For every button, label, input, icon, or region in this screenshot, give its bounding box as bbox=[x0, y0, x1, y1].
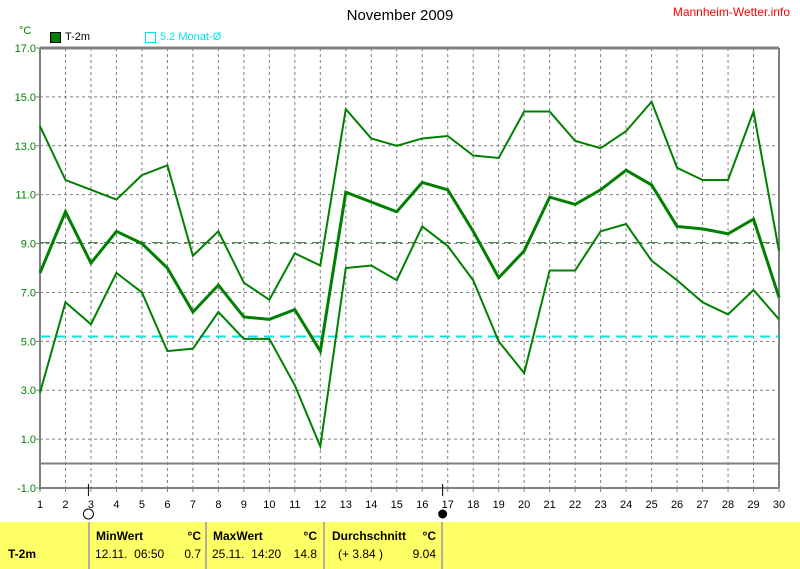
x-tick-label: 9 bbox=[241, 499, 247, 511]
series-line-mean bbox=[38, 168, 781, 356]
column-divider bbox=[441, 522, 443, 569]
avg-diff: (+ 3.84 ) bbox=[338, 547, 384, 561]
x-tick-label: 19 bbox=[493, 499, 505, 511]
y-tick-label: -1.0 bbox=[17, 483, 36, 495]
x-tick-label: 27 bbox=[696, 499, 708, 511]
new-moon-icon bbox=[438, 509, 448, 519]
y-tick-label: 17.0 bbox=[15, 43, 36, 55]
x-tick-label: 24 bbox=[620, 499, 632, 511]
y-tick-label: 13.0 bbox=[15, 141, 36, 153]
legend-item-month-avg: 5.2 Monat-Ø bbox=[145, 31, 221, 43]
x-tick-label: 29 bbox=[747, 499, 759, 511]
min-value: 0.7 bbox=[184, 547, 201, 561]
legend-label: T-2m bbox=[65, 31, 91, 43]
x-tick-label: 11 bbox=[289, 499, 300, 511]
x-tick-label: 16 bbox=[416, 499, 428, 511]
x-tick-label: 23 bbox=[594, 499, 606, 511]
x-tick-label: 21 bbox=[544, 499, 556, 511]
x-tick-label: 15 bbox=[391, 499, 403, 511]
y-axis-unit: °C bbox=[19, 25, 32, 37]
y-tick-label: 11.0 bbox=[15, 190, 36, 202]
y-tick-label: 15.0 bbox=[15, 92, 36, 104]
x-tick-label: 4 bbox=[113, 499, 119, 511]
min-unit: °C bbox=[187, 529, 201, 543]
x-tick-label: 5 bbox=[139, 499, 145, 511]
x-tick-label: 18 bbox=[467, 499, 479, 511]
max-header: MaxWert bbox=[213, 529, 263, 543]
chart-title: November 2009 bbox=[346, 7, 454, 24]
x-tick-label: 14 bbox=[365, 499, 377, 511]
x-tick-label: 2 bbox=[62, 499, 68, 511]
row-label: T-2m bbox=[8, 547, 37, 561]
x-tick-label: 7 bbox=[190, 499, 196, 511]
y-tick-label: 9.0 bbox=[21, 239, 36, 251]
stats-table: T-2m MinWert °C 12.11. 06:50 0.7 MaxWert… bbox=[0, 522, 800, 569]
series-line-min bbox=[39, 222, 780, 451]
legend-item-t2m: T-2m bbox=[50, 31, 90, 43]
y-tick-label: 1.0 bbox=[21, 434, 36, 446]
x-tick-label: 8 bbox=[215, 499, 221, 511]
avg-column: Durchschnitt °C (+ 3.84 ) 9.04 bbox=[323, 522, 442, 569]
avg-header: Durchschnitt bbox=[332, 529, 407, 543]
x-tick-label: 10 bbox=[263, 499, 275, 511]
x-tick-label: 25 bbox=[645, 499, 657, 511]
max-value: 14.8 bbox=[293, 547, 317, 561]
chart-plot: 17.015.013.011.09.07.05.03.01.0-1.01 2 3 4 5… bbox=[15, 43, 785, 520]
min-date: 12.11. 06:50 bbox=[95, 547, 165, 561]
max-column: MaxWert °C 25.11. 14:20 14.8 bbox=[205, 522, 323, 569]
x-tick-label: 22 bbox=[569, 499, 581, 511]
x-tick-label: 20 bbox=[518, 499, 530, 511]
max-unit: °C bbox=[303, 529, 317, 543]
avg-value: 9.04 bbox=[412, 547, 436, 561]
full-moon-icon bbox=[82, 508, 94, 520]
x-tick-label: 30 bbox=[773, 499, 785, 511]
x-tick-label: 17 bbox=[442, 499, 454, 511]
min-column: MinWert °C 12.11. 06:50 0.7 bbox=[88, 522, 207, 569]
legend-swatch-icon bbox=[145, 31, 156, 43]
x-tick-label: 12 bbox=[314, 499, 326, 511]
y-tick-label: 3.0 bbox=[21, 385, 36, 397]
avg-unit: °C bbox=[422, 529, 436, 543]
y-tick-label: 5.0 bbox=[21, 336, 36, 348]
legend-swatch-icon bbox=[50, 31, 61, 43]
x-tick-label: 28 bbox=[722, 499, 734, 511]
x-tick-label: 26 bbox=[671, 499, 683, 511]
y-tick-label: 7.0 bbox=[21, 287, 36, 299]
legend-label: 5.2 Monat-Ø bbox=[160, 31, 222, 43]
max-date: 25.11. 14:20 bbox=[212, 547, 282, 561]
x-tick-label: 1 bbox=[37, 499, 43, 511]
x-tick-label: 13 bbox=[340, 499, 352, 511]
brand-link[interactable]: Mannheim-Wetter.info bbox=[672, 5, 790, 19]
min-header: MinWert bbox=[96, 529, 144, 543]
x-tick-label: 6 bbox=[164, 499, 170, 511]
series-line-max bbox=[39, 99, 780, 302]
x-tick-label: 3 bbox=[88, 499, 94, 511]
